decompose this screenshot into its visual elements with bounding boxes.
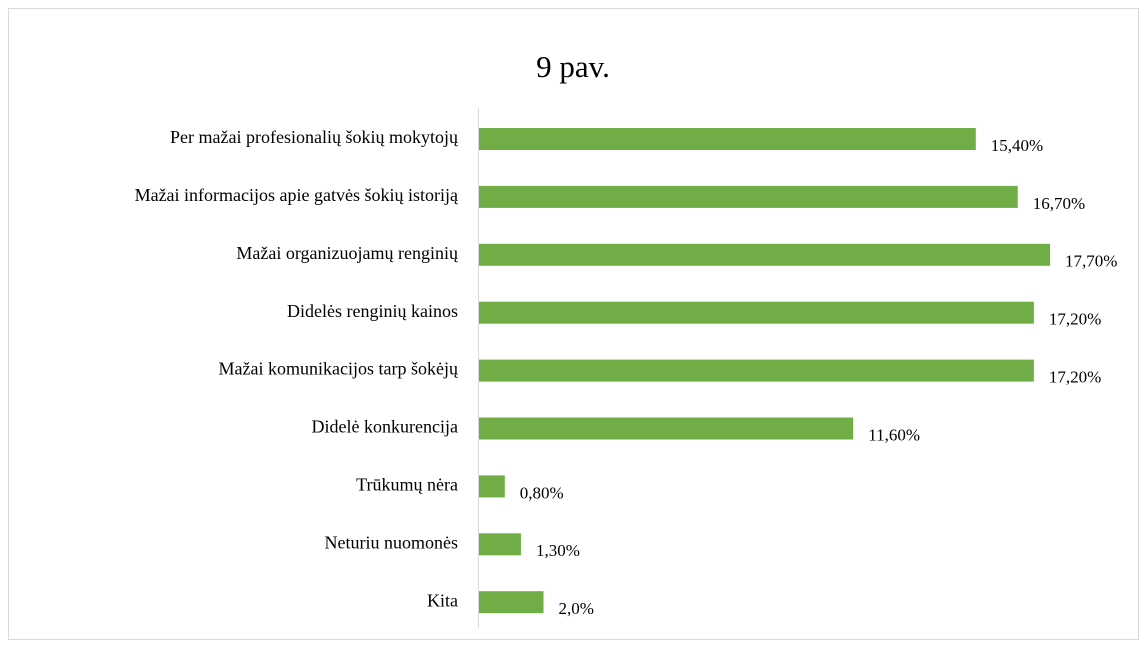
- chart-title: 9 pav.: [536, 49, 610, 84]
- bar: [479, 128, 976, 150]
- bar: [479, 243, 1050, 266]
- bar: [479, 533, 521, 556]
- bar: [479, 417, 854, 440]
- bar: [479, 591, 544, 614]
- bar: [479, 359, 1034, 382]
- value-label: 15,40%: [991, 136, 1043, 155]
- category-label: Didelės renginių kainos: [287, 301, 458, 321]
- category-label: Neturiu nuomonės: [325, 532, 458, 552]
- value-label: 0,80%: [520, 483, 564, 502]
- category-label: Mažai informacijos apie gatvės šokių ist…: [135, 185, 459, 205]
- value-label: 17,70%: [1065, 252, 1117, 271]
- chart-frame: [8, 8, 1139, 640]
- value-label: 16,70%: [1033, 194, 1085, 213]
- value-label: 17,20%: [1049, 368, 1101, 387]
- bar: [479, 301, 1034, 324]
- value-label: 1,30%: [536, 541, 580, 560]
- value-label: 17,20%: [1049, 310, 1101, 329]
- bar: [479, 475, 505, 498]
- bar: [479, 185, 1018, 208]
- value-label: 11,60%: [868, 425, 920, 444]
- category-label: Mažai organizuojamų renginių: [236, 243, 459, 263]
- category-label: Didelė konkurencija: [312, 417, 458, 437]
- category-label: Trūkumų nėra: [356, 475, 458, 495]
- value-label: 2,0%: [559, 599, 594, 618]
- category-label: Mažai komunikacijos tarp šokėjų: [219, 359, 459, 379]
- category-label: Kita: [427, 590, 458, 610]
- category-label: Per mažai profesionalių šokių mokytojų: [170, 127, 459, 147]
